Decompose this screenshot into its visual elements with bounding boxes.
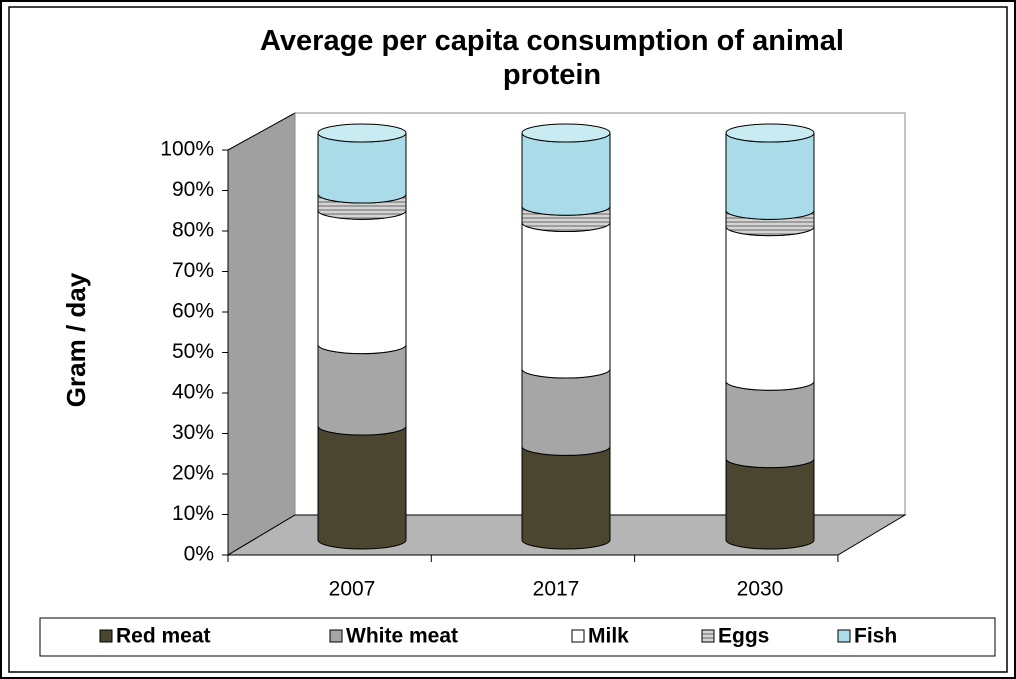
bar-segment [521, 368, 611, 456]
y-tick-label: 40% [172, 381, 214, 404]
legend-swatch [571, 629, 585, 643]
chart-title: Average per capita consumption of animal… [260, 25, 844, 91]
y-tick-label: 20% [172, 462, 214, 485]
bar-segment [317, 132, 407, 204]
x-tick-label: 2007 [329, 578, 376, 601]
bar-segment [317, 344, 407, 436]
y-tick-label: 10% [172, 502, 214, 525]
cylinder-top [521, 123, 611, 143]
y-tick-label: 50% [172, 340, 214, 363]
legend-swatch [329, 629, 343, 643]
bar-segment [317, 425, 407, 550]
bar-segment [725, 132, 815, 220]
bar-segment [725, 226, 815, 391]
y-tick-label: 100% [160, 138, 214, 161]
x-tick-label: 2030 [737, 578, 784, 601]
y-tick-label: 0% [184, 543, 214, 566]
bar-segment [317, 210, 407, 355]
legend-swatch [837, 629, 851, 643]
y-tick-label: 90% [172, 178, 214, 201]
y-tick-label: 60% [172, 300, 214, 323]
legend-label: Eggs [718, 625, 769, 648]
bar-segment [725, 381, 815, 469]
bar-segment [521, 222, 611, 379]
bar-segment [521, 446, 611, 550]
bar-segment [725, 458, 815, 550]
y-axis-label: Gram / day [61, 272, 91, 407]
legend-label: White meat [346, 625, 458, 648]
side-wall [227, 112, 296, 556]
legend-label: Milk [588, 625, 629, 648]
cylinder-top [317, 123, 407, 143]
legend-label: Red meat [116, 625, 211, 648]
legend-swatch [701, 629, 715, 643]
y-tick-label: 70% [172, 259, 214, 282]
y-tick-label: 80% [172, 219, 214, 242]
x-tick-label: 2017 [533, 578, 580, 601]
legend-swatch [99, 629, 113, 643]
inner-border [8, 6, 1008, 673]
legend-label: Fish [854, 625, 897, 648]
bar-segment [521, 132, 611, 216]
cylinder-top [725, 123, 815, 143]
legend-box [39, 617, 996, 657]
y-tick-label: 30% [172, 421, 214, 444]
